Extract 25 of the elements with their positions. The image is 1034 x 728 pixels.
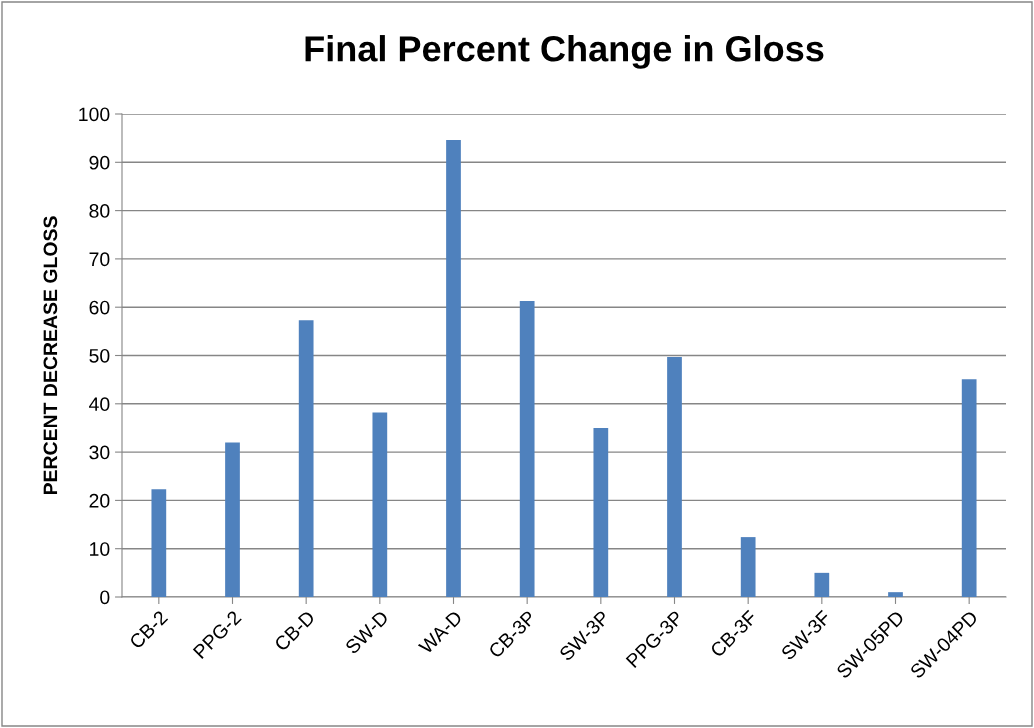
chart-title: Final Percent Change in Gloss — [305, 35, 824, 69]
bar — [814, 572, 830, 597]
y-tick-label: 100 — [79, 107, 110, 122]
bar — [667, 356, 682, 597]
bar — [151, 489, 167, 597]
bar — [888, 592, 903, 597]
y-tick-label: 20 — [89, 493, 110, 508]
y-tick-label: 80 — [89, 204, 110, 218]
bar — [519, 300, 535, 597]
bar — [298, 320, 314, 597]
bar — [593, 427, 609, 597]
y-tick-label: 0 — [100, 590, 110, 605]
bar — [961, 379, 977, 597]
y-tick-label: 40 — [89, 397, 110, 412]
bar — [372, 412, 388, 597]
bar — [225, 442, 240, 597]
y-tick-label: 70 — [89, 252, 110, 267]
bar — [446, 140, 461, 597]
y-tick-label: 10 — [90, 542, 110, 556]
y-axis-title: PERCENT DECREASE GLOSS — [43, 216, 58, 495]
y-tick-label: 90 — [89, 155, 110, 170]
y-tick-label: 30 — [89, 445, 110, 460]
bar — [740, 537, 756, 597]
y-tick-label: 50 — [89, 348, 110, 363]
y-tick-label: 60 — [89, 300, 110, 315]
